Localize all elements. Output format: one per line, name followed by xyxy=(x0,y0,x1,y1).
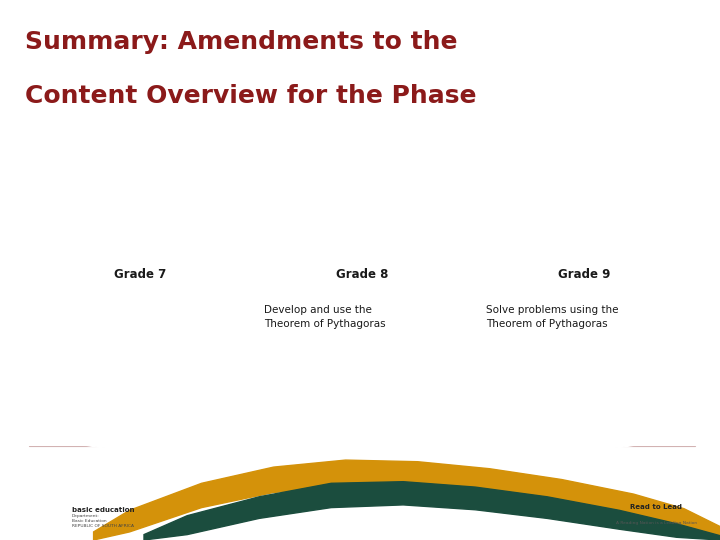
FancyBboxPatch shape xyxy=(473,258,695,291)
Text: Grade 8: Grade 8 xyxy=(336,268,388,281)
FancyBboxPatch shape xyxy=(29,291,251,446)
Polygon shape xyxy=(94,460,720,540)
Polygon shape xyxy=(144,482,720,540)
Text: Grade 7: Grade 7 xyxy=(114,268,166,281)
Text: Grade 9: Grade 9 xyxy=(557,268,610,281)
Text: basic education: basic education xyxy=(72,507,135,514)
Text: Summary: Amendments to the: Summary: Amendments to the xyxy=(25,30,458,53)
Polygon shape xyxy=(0,0,720,470)
Polygon shape xyxy=(562,0,720,151)
Polygon shape xyxy=(0,448,720,540)
Text: Content Overview for the Phase: Content Overview for the Phase xyxy=(25,84,477,107)
FancyBboxPatch shape xyxy=(29,258,251,291)
Text: Department:
Basic Education
REPUBLIC OF SOUTH AFRICA: Department: Basic Education REPUBLIC OF … xyxy=(72,514,134,528)
FancyBboxPatch shape xyxy=(251,258,473,291)
Text: Read to Lead: Read to Lead xyxy=(630,503,682,510)
Polygon shape xyxy=(616,0,720,84)
FancyBboxPatch shape xyxy=(29,219,695,258)
Text: A Reading Nation is a Leading Nation: A Reading Nation is a Leading Nation xyxy=(616,521,697,525)
FancyBboxPatch shape xyxy=(251,291,473,446)
Text: Develop and use the
Theorem of Pythagoras: Develop and use the Theorem of Pythagora… xyxy=(264,305,385,328)
FancyBboxPatch shape xyxy=(473,291,695,446)
Text: Solve problems using the
Theorem of Pythagoras: Solve problems using the Theorem of Pyth… xyxy=(486,305,618,328)
Text: PYTHAGORAS THEOREM: PYTHAGORAS THEOREM xyxy=(277,232,446,245)
